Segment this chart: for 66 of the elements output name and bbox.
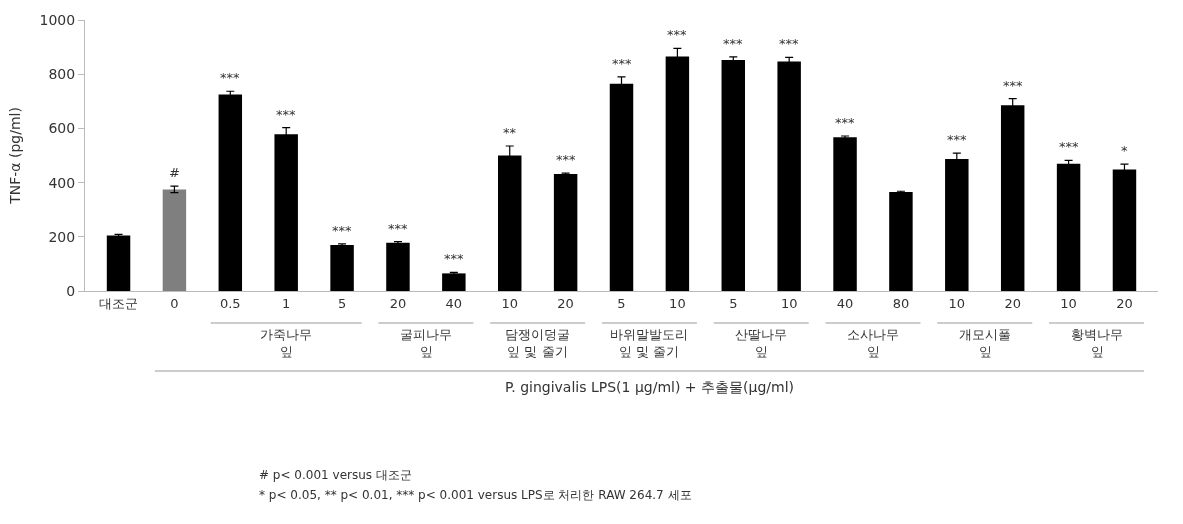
bar: [777, 61, 801, 291]
data-label: ***: [444, 251, 464, 266]
x-tick-label: 20: [1004, 295, 1021, 311]
x-tick-label: 20: [1116, 295, 1133, 311]
bar: [218, 94, 243, 291]
text: * p< 0.05, ** p< 0.01, *** p< 0.001 versus LPS로 처리한 RAW 264.7 세포: [259, 488, 692, 502]
text: 담쟁이덩굴 잎 및 줄기: [505, 327, 570, 359]
text: 산딸나무 잎: [735, 327, 787, 359]
x-tick-label: 5: [617, 295, 626, 311]
text: 바위말발도리 잎 및 줄기: [610, 327, 688, 359]
x-tick-label: 0.5: [219, 295, 241, 311]
data-label: ***: [947, 132, 967, 147]
data-label: *: [1121, 143, 1128, 158]
bar: [721, 60, 746, 291]
x-tick-label: 0: [170, 295, 179, 311]
bar: [553, 173, 578, 291]
x-tick-label: 80: [892, 295, 910, 311]
bar: [106, 235, 131, 291]
data-label: ***: [1003, 78, 1023, 93]
x-tick-label: 40: [836, 295, 854, 311]
x-tick-label: 10: [1060, 295, 1077, 311]
data-label: ***: [835, 115, 855, 130]
y-tick-label: 1000: [39, 11, 76, 28]
data-label: ***: [276, 107, 296, 122]
x-tick-label: 20: [389, 295, 407, 311]
data-label: ***: [556, 152, 576, 167]
bar: [162, 189, 187, 291]
data-label: ***: [1059, 139, 1079, 154]
data-label: #: [169, 165, 180, 180]
y-tick-label: 200: [48, 228, 76, 245]
text: 가죽나무 잎: [260, 327, 312, 359]
x-tick-label: 대조군: [99, 295, 139, 311]
data-label: ***: [388, 221, 408, 236]
x-tick-label: 40: [445, 295, 463, 311]
y-tick-label: 400: [48, 174, 76, 191]
bar: [442, 273, 466, 291]
data-label: ***: [220, 70, 240, 85]
data-label: ***: [667, 27, 687, 42]
data-label: ***: [332, 223, 352, 238]
text: 황벽나무 잎: [1071, 327, 1123, 359]
y-axis-title: TNF-α (pg/ml): [7, 107, 24, 205]
y-tick-label: 0: [66, 282, 76, 299]
text: 개모시풀 잎: [959, 327, 1011, 359]
text: # p< 0.001 versus 대조군: [259, 468, 412, 482]
x-tick-label: 5: [729, 295, 738, 311]
bar: [1056, 163, 1081, 291]
x-tick-label: 10: [501, 295, 518, 311]
x-tick-label: 10: [948, 295, 966, 311]
x-tick-label: 1: [282, 295, 291, 311]
data-label: ***: [779, 36, 799, 51]
bar: [889, 192, 913, 291]
x-axis-title: P. gingivalis LPS(1 μg/ml) + 추출물(μg/ml): [505, 379, 795, 395]
bar: [330, 244, 354, 291]
y-tick-label: 600: [48, 120, 76, 137]
data-label: ***: [723, 36, 743, 51]
x-tick-label: 5: [337, 295, 347, 311]
data-label: **: [503, 125, 517, 140]
text: 굴피나무 잎: [400, 327, 452, 359]
data-label: ***: [612, 56, 632, 71]
x-tick-label: 10: [669, 295, 686, 311]
bar: [833, 137, 857, 291]
x-tick-label: 10: [780, 295, 798, 311]
y-tick-label: 800: [48, 66, 76, 83]
x-tick-label: 20: [557, 295, 574, 311]
bar: [386, 242, 410, 291]
text: 소사나무 잎: [847, 327, 899, 359]
